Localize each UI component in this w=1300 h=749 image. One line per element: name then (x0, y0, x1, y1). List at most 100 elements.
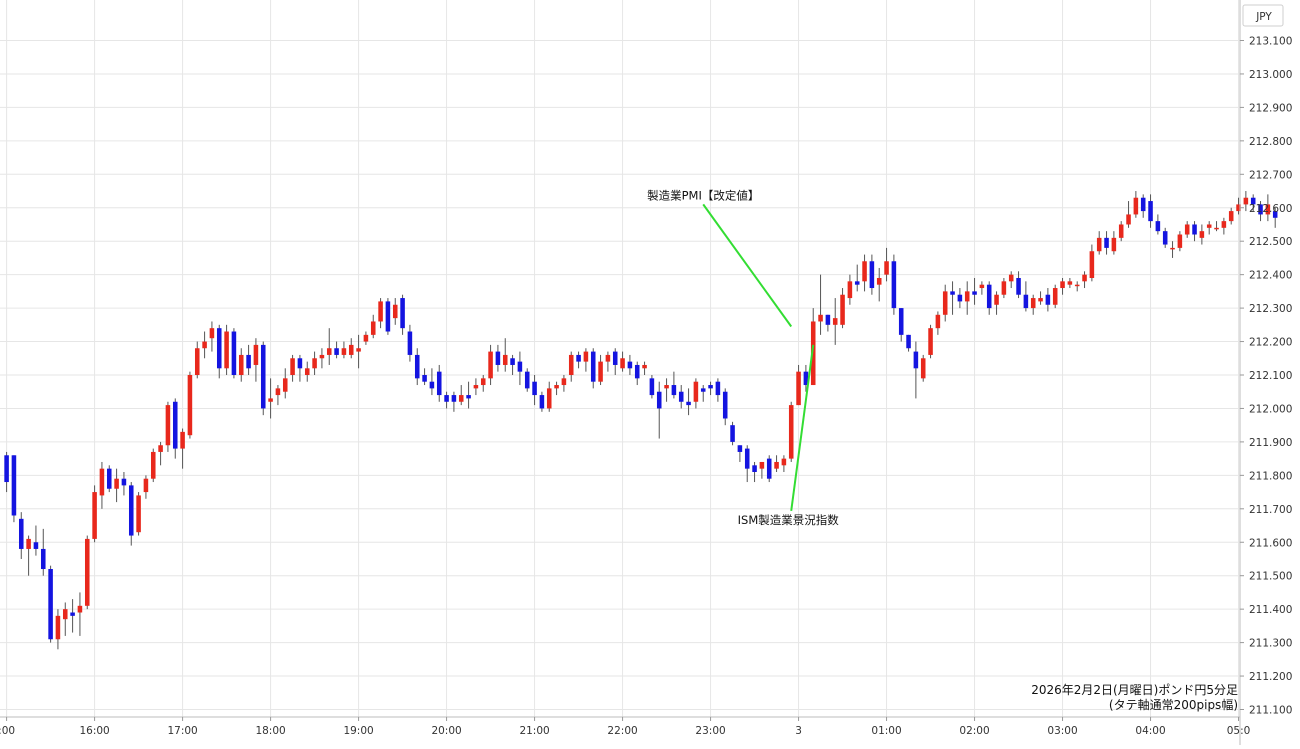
candle (385, 298, 391, 335)
candle (99, 461, 105, 509)
candle (950, 281, 955, 315)
price-tick-label: 211.600 (1249, 537, 1292, 549)
candle-body (1184, 224, 1190, 235)
candle (1045, 288, 1051, 312)
candle-body (1214, 227, 1219, 230)
candle (26, 535, 31, 576)
candle-body (224, 331, 229, 369)
candle-body (106, 468, 112, 489)
candle-body (583, 351, 589, 362)
candle (964, 281, 970, 315)
candle-body (1118, 224, 1124, 238)
candle (114, 468, 119, 503)
candle-body (605, 354, 611, 362)
candle (312, 351, 317, 375)
candle (972, 277, 977, 305)
candle-body (231, 331, 237, 375)
candle-body (1023, 294, 1029, 309)
candle-body (1067, 281, 1073, 285)
candle-body (429, 381, 435, 389)
candle (62, 602, 68, 636)
candle (370, 314, 376, 339)
candle (11, 455, 17, 523)
candle (400, 294, 405, 335)
candle (1170, 241, 1175, 258)
candle-body (1148, 201, 1153, 222)
candle-body (297, 358, 303, 369)
candle (1067, 277, 1073, 289)
price-tick-label: 212.000 (1249, 403, 1292, 415)
candle (1258, 201, 1263, 222)
candle-body (1052, 288, 1058, 305)
candle (554, 381, 559, 396)
candle-body (128, 485, 134, 536)
candle (1126, 201, 1131, 228)
candle (1038, 291, 1043, 305)
candle-body (598, 361, 603, 382)
candle (788, 401, 794, 462)
candle-body (1140, 197, 1146, 212)
candle (979, 281, 985, 295)
annotation-leader-line (702, 203, 793, 328)
candle (722, 388, 728, 426)
candle-body (1038, 298, 1043, 302)
candle-body (832, 318, 838, 325)
candle (1250, 194, 1256, 212)
candle-body (957, 294, 963, 302)
candle-body (642, 364, 647, 369)
candle-body (26, 538, 31, 549)
candle (605, 351, 611, 372)
candle (568, 351, 574, 382)
candle (532, 375, 537, 406)
chart-caption-line-1: 2026年2月2日(月曜日)ポンド円5分足 (1031, 683, 1238, 697)
price-tick-label: 211.500 (1249, 571, 1292, 583)
candle (1177, 231, 1183, 252)
candle (143, 475, 149, 499)
candle-body (524, 371, 530, 389)
candle (862, 254, 867, 292)
candle-body (539, 395, 545, 409)
price-axis: 213.100 213.000 212.900 212.800 212.700 212.6… (1240, 36, 1292, 717)
candle (1133, 191, 1139, 218)
candle-body (1162, 231, 1168, 245)
candle-body (84, 538, 90, 606)
candle (781, 455, 787, 473)
candle-body (319, 354, 325, 359)
candle-body (1096, 237, 1102, 252)
candle-body (994, 294, 999, 305)
candle (1052, 284, 1058, 309)
candle-body (671, 385, 677, 396)
candle-body (590, 351, 596, 382)
candle-body (348, 344, 354, 355)
price-tick-label: 211.700 (1249, 504, 1292, 516)
candle (708, 381, 713, 396)
candle-body (1060, 281, 1065, 289)
candle-body (1008, 274, 1014, 282)
candle (1199, 224, 1205, 245)
candle-body (385, 301, 391, 332)
candle (671, 371, 677, 399)
candle (1243, 191, 1249, 212)
candle-body (502, 354, 508, 365)
candle (913, 341, 919, 399)
event-annotation: ISM製造業景況指数 (738, 344, 839, 527)
candle-body (436, 371, 442, 396)
time-tick-label: :00 (0, 725, 15, 737)
candle (1074, 281, 1080, 292)
candle-body (730, 425, 735, 442)
price-tick-label: 212.900 (1249, 102, 1292, 114)
candle-body (414, 354, 420, 379)
candle (825, 314, 831, 332)
candle-body (561, 378, 567, 386)
candle-body (1170, 247, 1175, 250)
candle-body (143, 478, 149, 493)
candle (436, 364, 442, 402)
annotation-leader-line (790, 344, 815, 511)
candle (231, 328, 237, 379)
candle-body (1192, 224, 1197, 235)
candle (620, 351, 625, 372)
candle-body (1258, 204, 1263, 215)
candle-body (62, 609, 68, 620)
candle (935, 311, 941, 335)
candle (319, 348, 325, 369)
